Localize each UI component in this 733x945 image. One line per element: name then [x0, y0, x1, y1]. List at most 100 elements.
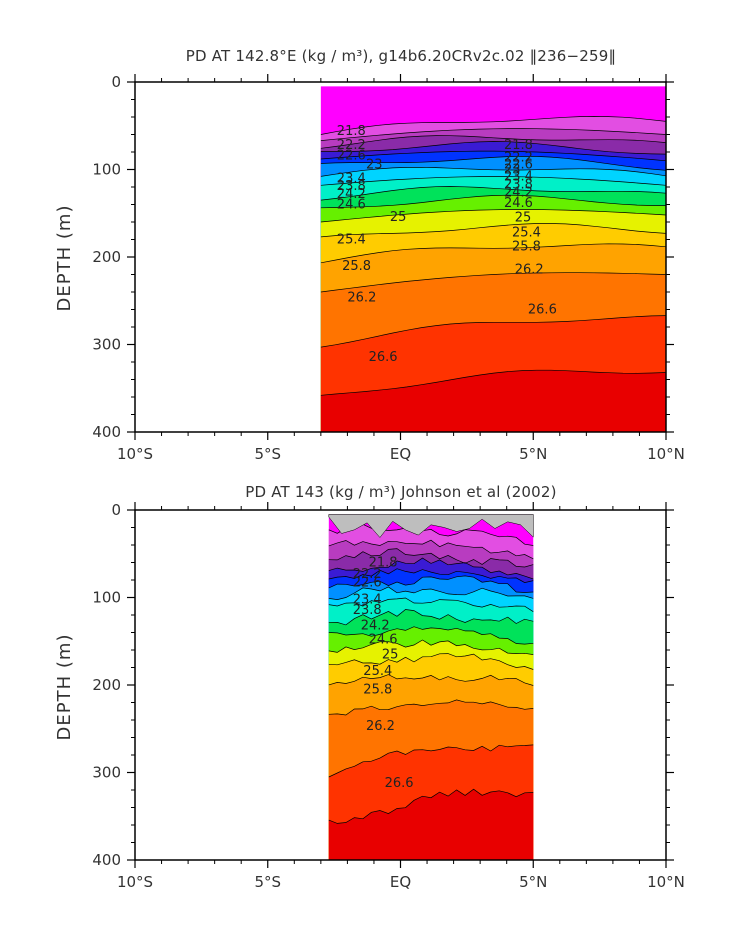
contour-line	[320, 315, 667, 348]
contour-line	[328, 557, 534, 580]
contour-line	[320, 141, 667, 155]
x-tick-label: 5°S	[254, 445, 281, 463]
y-tick-label: 0	[111, 73, 121, 91]
contour-label: 26.2	[366, 719, 395, 734]
bottom-panel: PD AT 143 (kg / m³) Johnson et al (2002)…	[54, 483, 685, 891]
contour-label: 22.2	[353, 567, 382, 582]
contour-label: 21.8	[337, 124, 366, 139]
contour-label: 26.2	[515, 262, 544, 277]
contour-label: 26.6	[528, 303, 557, 318]
contour-label: 26.2	[347, 290, 376, 305]
contour-label: 22.6	[504, 157, 533, 172]
bottom-chart-title: PD AT 143 (kg / m³) Johnson et al (2002)	[245, 483, 556, 501]
top-y-axis-label: DEPTH (m)	[54, 205, 75, 312]
contour-label: 25.4	[363, 664, 392, 679]
contour-line	[328, 674, 534, 686]
contour-label: 25.8	[512, 240, 541, 255]
bottom-y-axis-label: DEPTH (m)	[54, 634, 75, 741]
y-tick-label: 100	[92, 589, 121, 607]
contour-label: 24.2	[504, 185, 533, 200]
contour-label: 23.8	[353, 603, 382, 618]
contour-label: 24.2	[337, 187, 366, 202]
contour-label: 25.4	[512, 226, 541, 241]
y-tick-label: 400	[92, 851, 121, 869]
y-tick-label: 300	[92, 764, 121, 782]
y-tick-label: 100	[92, 161, 121, 179]
x-tick-label: 10°N	[647, 445, 685, 463]
contour-line	[320, 369, 667, 396]
contour-label: 25	[382, 647, 399, 662]
missing-data-region	[328, 514, 534, 538]
contour-label: 23	[366, 157, 383, 172]
contour-label: 24.2	[361, 619, 390, 634]
contour-field-0: 21.822.222.623.423.824.224.62525.425.826…	[320, 86, 667, 433]
x-tick-label: EQ	[390, 445, 411, 463]
contour-line	[328, 548, 534, 568]
contour-label: 23.4	[504, 170, 533, 185]
contour-label: 25	[390, 210, 407, 225]
contour-line	[320, 223, 667, 238]
contour-line	[328, 568, 534, 583]
contour-line	[320, 155, 667, 171]
contour-line	[320, 166, 667, 177]
contour-line	[328, 626, 534, 645]
contour-label: 23.4	[337, 171, 366, 186]
contour-label: 22.2	[337, 138, 366, 153]
contour-label: 25.4	[337, 233, 366, 248]
y-tick-label: 200	[92, 676, 121, 694]
x-tick-label: 10°S	[117, 873, 153, 891]
contour-label: 21.8	[504, 138, 533, 153]
x-tick-label: EQ	[390, 873, 411, 891]
contour-line	[320, 128, 667, 141]
contour-line	[320, 150, 667, 162]
contour-label: 26.6	[369, 350, 398, 365]
contour-label: 25	[515, 211, 532, 226]
contour-label: 23.8	[337, 179, 366, 194]
contour-label: 25.8	[363, 682, 392, 697]
contour-field-1: 21.822.222.623.423.824.224.625 25.4 25.8 26…	[328, 514, 534, 860]
contour-label: 23	[504, 163, 521, 178]
contour-label: 26.6	[385, 776, 414, 791]
contour-line	[320, 272, 667, 293]
contour-label: 22.6	[337, 149, 366, 164]
x-tick-label: 10°S	[117, 445, 153, 463]
top-panel: PD AT 142.8°E (kg / m³), g14b6.20CRv2c.0…	[54, 47, 685, 463]
contour-label: 23.8	[504, 177, 533, 192]
density-band	[328, 789, 534, 860]
x-tick-label: 5°N	[519, 445, 547, 463]
contour-line	[320, 186, 667, 201]
density-band	[320, 370, 666, 432]
contour-line	[328, 639, 534, 655]
x-tick-label: 5°N	[519, 873, 547, 891]
x-tick-label: 10°N	[647, 873, 685, 891]
contour-label: 23.4	[353, 592, 382, 607]
contour-line	[328, 788, 534, 824]
contour-line	[320, 243, 667, 264]
contour-line	[328, 609, 534, 626]
contour-label: 24.6	[504, 196, 533, 211]
contour-label: 25.8	[342, 259, 371, 274]
y-tick-label: 400	[92, 423, 121, 441]
top-chart-title: PD AT 142.8°E (kg / m³), g14b6.20CRv2c.0…	[186, 47, 617, 65]
contour-line	[328, 575, 534, 593]
contour-line	[320, 176, 667, 186]
y-tick-label: 200	[92, 248, 121, 266]
contour-label: 22.2	[504, 150, 533, 165]
contour-line	[328, 539, 534, 560]
contour-line	[320, 116, 667, 135]
contour-line	[320, 209, 667, 223]
contour-label: 22.6	[353, 576, 382, 591]
contour-line	[328, 586, 534, 600]
contour-line	[328, 699, 534, 716]
y-tick-label: 300	[92, 336, 121, 354]
contour-line	[320, 194, 667, 209]
contour-line	[328, 744, 534, 778]
contour-line	[328, 653, 534, 670]
contour-line	[328, 597, 534, 612]
contour-label: 21.8	[369, 556, 398, 571]
contour-label: 24.6	[369, 633, 398, 648]
y-tick-label: 0	[111, 501, 121, 519]
contour-label: 24.6	[337, 198, 366, 213]
contour-line	[320, 135, 667, 149]
